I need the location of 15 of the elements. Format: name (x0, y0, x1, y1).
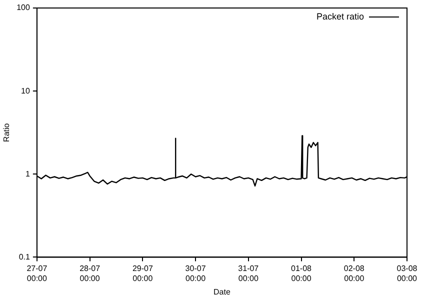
x-tick-label: 03-08 00:00 (396, 264, 418, 283)
x-tick-label: 30-07 00:00 (185, 264, 206, 283)
x-tick-label: 28-07 00:00 (80, 264, 101, 283)
x-tick-label: 27-07 00:00 (26, 264, 48, 283)
x-axis-title: Date (214, 287, 231, 296)
x-tick-label: 02-08 00:00 (344, 264, 365, 283)
y-tick-label: 100 (16, 3, 30, 12)
y-tick-label: 1 (25, 169, 30, 178)
y-axis-title: Ratio (2, 122, 12, 142)
y-tick-label: 0.1 (18, 252, 30, 262)
x-tick-label: 01-08 00:00 (291, 264, 312, 283)
legend-label: Packet ratio (316, 11, 364, 22)
x-tick-label: 29-07 00:00 (132, 264, 154, 283)
x-tick-label: 31-07 00:00 (238, 264, 260, 283)
y-tick-label: 10 (21, 86, 30, 96)
